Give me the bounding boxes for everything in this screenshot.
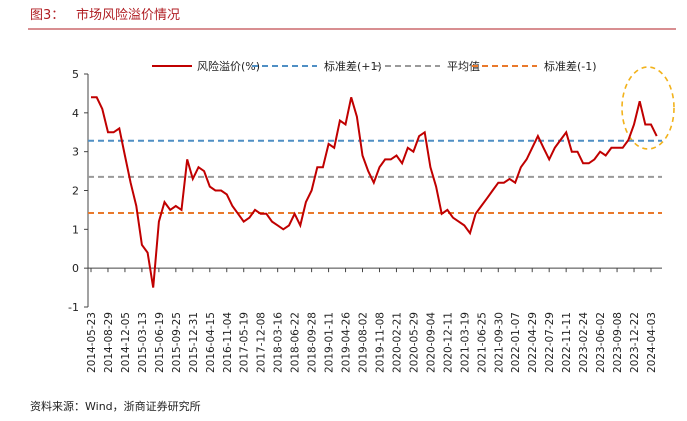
x-tick-label: 2018-03-16 (273, 312, 285, 373)
x-tick-label: 2022-04-29 (527, 312, 539, 373)
data-line (91, 96, 658, 288)
legend-label: 标准差(+1) (324, 59, 382, 73)
x-tick-label: 2020-12-11 (442, 312, 454, 373)
x-tick-label: 2019-01-11 (324, 312, 336, 373)
x-tick-label: 2020-09-04 (425, 312, 437, 373)
y-tick-label: 4 (72, 107, 79, 120)
x-tick-label: 2016-04-15 (205, 312, 217, 373)
y-tick-label: 3 (72, 146, 79, 159)
x-tick-label: 2014-08-29 (103, 312, 115, 373)
x-tick-label: 2020-05-29 (408, 312, 420, 373)
x-tick-label: 2019-11-08 (374, 312, 386, 373)
source: 资料来源：Wind，浙商证券研究所 (30, 399, 201, 413)
x-tick-label: 2023-12-22 (629, 312, 641, 373)
x-tick-label: 2014-12-05 (120, 312, 132, 373)
x-tick-label: 2023-02-24 (578, 312, 590, 373)
x-tick-label: 2021-09-30 (493, 312, 505, 373)
y-tick-label: -1 (68, 301, 79, 314)
y-tick-label: 2 (72, 185, 79, 198)
x-tick-label: 2020-02-21 (391, 312, 403, 373)
x-tick-label: 2023-09-08 (612, 312, 624, 373)
chart-title: 市场风险溢价情况 (76, 7, 180, 23)
x-tick-label: 2021-03-19 (459, 312, 471, 373)
x-tick-label: 2017-05-19 (239, 312, 251, 373)
y-tick-label: 0 (72, 262, 79, 275)
x-tick-label: 2019-08-02 (358, 312, 370, 373)
x-tick-label: 2015-03-13 (137, 312, 149, 373)
x-tick-label: 2021-06-25 (476, 312, 488, 373)
legend-label: 标准差(-1) (544, 59, 597, 73)
x-tick-label: 2022-07-29 (544, 312, 556, 373)
x-tick-label: 2017-12-08 (256, 312, 268, 373)
y-tick-label: 1 (72, 223, 79, 236)
x-tick-label: 2015-12-31 (188, 312, 200, 373)
highlight-ellipse (621, 66, 675, 150)
legend-label: 风险溢价(%) (197, 59, 260, 73)
x-tick-label: 2023-06-02 (595, 312, 607, 373)
x-tick-label: 2018-06-22 (290, 312, 302, 373)
x-tick-label: 2015-09-25 (171, 312, 183, 373)
x-tick-label: 2014-05-23 (86, 312, 98, 373)
x-tick-label: 2018-09-28 (307, 312, 319, 373)
x-tick-label: 2022-01-07 (510, 312, 522, 373)
figure-label: 图3： (30, 8, 64, 23)
x-tick-label: 2024-04-03 (646, 312, 658, 373)
legend-label: 平均值 (447, 60, 480, 73)
x-tick-label: 2022-11-11 (561, 312, 573, 373)
y-tick-label: 5 (72, 68, 79, 81)
x-tick-label: 2015-06-19 (154, 312, 166, 373)
x-tick-label: 2016-11-04 (222, 312, 234, 373)
x-tick-label: 2019-04-26 (341, 312, 353, 373)
